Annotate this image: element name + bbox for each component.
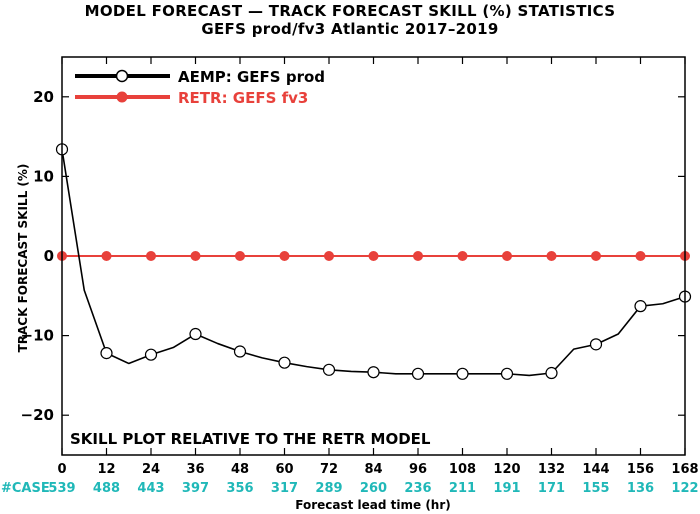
axis-labels: −20 −10 0 10 20 0 539 12 488 24 443 36 397 48 356 60 317… — [1, 88, 699, 496]
y-tick-label: −20 — [21, 406, 54, 424]
x-tick-label: 168 — [671, 462, 698, 477]
y-tick-label: −10 — [21, 327, 54, 345]
case-count-label: 356 — [226, 481, 253, 496]
retr-data-point — [457, 251, 468, 261]
x-tick-label: 144 — [582, 462, 609, 477]
case-count-label: 289 — [315, 481, 342, 496]
retr-data-point — [546, 251, 557, 261]
aemp-data-point — [100, 347, 113, 360]
x-tick-label: 72 — [320, 462, 338, 477]
case-count-label: 539 — [48, 481, 75, 496]
case-count-label: 191 — [493, 481, 520, 496]
retr-data-point — [235, 251, 245, 261]
aemp-data-point — [545, 366, 558, 380]
y-axis-title: TRACK FORECAST SKILL (%) — [16, 164, 30, 353]
retr-data-point — [635, 251, 646, 261]
plot-series — [55, 143, 692, 380]
retr-data-point — [502, 251, 512, 261]
legend-retr-marker — [116, 91, 128, 103]
y-tick-label: 0 — [44, 247, 54, 265]
case-count-label: 122 — [671, 481, 698, 496]
y-tick-label: 20 — [33, 88, 54, 106]
x-axis-title: Forecast lead time (hr) — [295, 498, 451, 512]
x-tick-label: 108 — [449, 462, 476, 477]
legend: AEMP: GEFS prod RETR: GEFS fv3 — [75, 68, 325, 107]
case-count-label: 443 — [137, 481, 164, 496]
retr-data-point — [368, 251, 379, 261]
aemp-data-point — [189, 327, 202, 341]
case-count-label: 155 — [582, 481, 609, 496]
x-tick-label: 48 — [231, 462, 249, 477]
case-count-label: 488 — [93, 481, 120, 496]
retr-data-point — [591, 251, 601, 261]
retr-data-point — [146, 251, 156, 261]
y-tick-label: 10 — [33, 167, 54, 185]
x-tick-label: 156 — [627, 462, 654, 477]
retr-data-point — [190, 251, 201, 261]
aemp-data-point — [367, 366, 380, 379]
x-tick-label: 24 — [142, 462, 160, 477]
aemp-data-point — [500, 367, 514, 380]
case-row-label: #CASE — [1, 481, 50, 496]
x-tick-label: 120 — [493, 462, 520, 477]
aemp-data-point — [278, 356, 291, 369]
retr-data-point — [413, 251, 423, 261]
case-count-label: 317 — [271, 481, 298, 496]
x-tick-label: 96 — [409, 462, 427, 477]
chart-annotation: SKILL PLOT RELATIVE TO THE RETR MODEL — [70, 430, 431, 448]
aemp-data-point — [144, 348, 158, 361]
x-tick-label: 84 — [364, 462, 382, 477]
x-tick-label: 132 — [538, 462, 565, 477]
aemp-data-point — [456, 367, 469, 380]
case-count-label: 397 — [182, 481, 209, 496]
x-tick-label: 36 — [186, 462, 204, 477]
aemp-data-point — [634, 300, 647, 313]
chart-subtitle: GEFS prod/fv3 Atlantic 2017–2019 — [201, 20, 499, 38]
x-tick-label: 60 — [275, 462, 293, 477]
retr-data-point — [324, 251, 334, 261]
case-count-label: 260 — [360, 481, 387, 496]
retr-data-point — [101, 251, 112, 261]
legend-aemp-marker — [115, 69, 129, 83]
x-tick-label: 0 — [57, 462, 66, 477]
retr-data-point — [279, 251, 290, 261]
plot-frame — [61, 56, 686, 456]
aemp-data-point — [589, 338, 603, 351]
legend-aemp-label: AEMP: GEFS prod — [178, 68, 325, 86]
legend-retr-label: RETR: GEFS fv3 — [178, 89, 308, 107]
aemp-data-point — [411, 367, 425, 380]
case-count-label: 236 — [404, 481, 431, 496]
aemp-data-point — [322, 363, 336, 376]
chart-title: MODEL FORECAST — TRACK FORECAST SKILL (%… — [84, 2, 616, 20]
case-count-label: 211 — [449, 481, 476, 496]
case-count-label: 171 — [538, 481, 565, 496]
case-count-label: 136 — [627, 481, 654, 496]
x-tick-label: 12 — [97, 462, 115, 477]
aemp-data-point — [233, 345, 247, 358]
